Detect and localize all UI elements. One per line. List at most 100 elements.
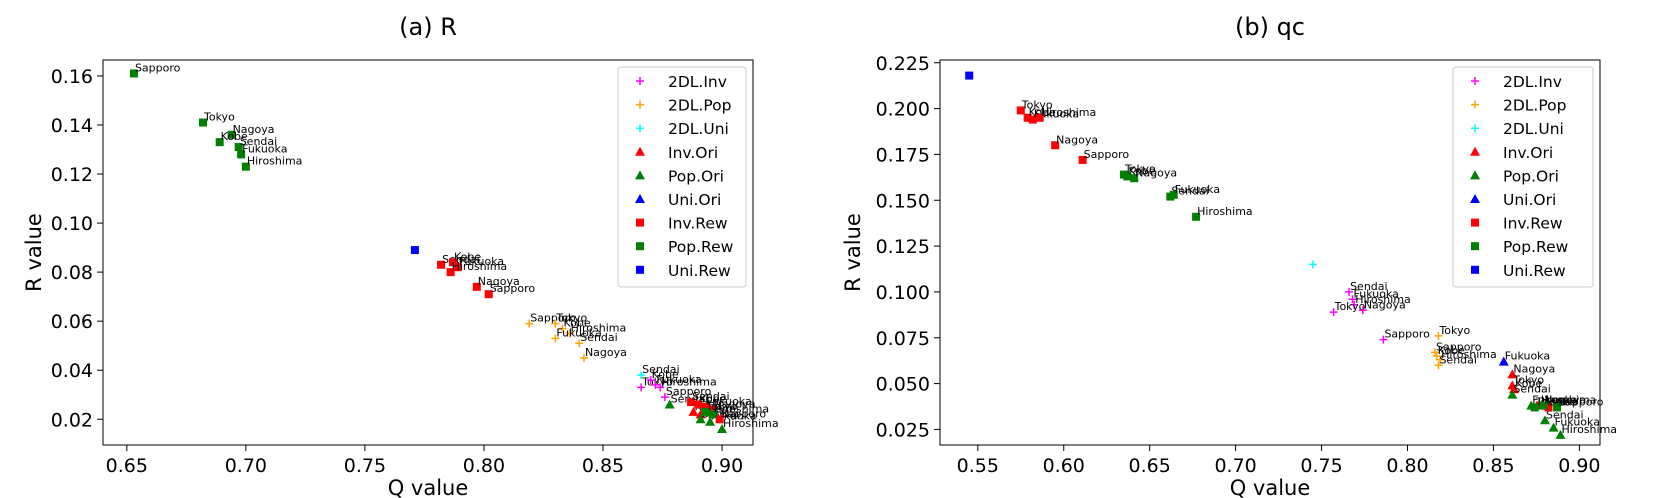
data-point xyxy=(705,416,716,426)
point-label: Hiroshima xyxy=(1197,205,1253,218)
data-point xyxy=(227,130,236,139)
y-axis-label: R value xyxy=(841,213,865,292)
point-label: Nagoya xyxy=(1056,133,1098,146)
data-point xyxy=(1434,361,1443,370)
legend-marker xyxy=(636,265,644,274)
y-tick-label: 0.14 xyxy=(51,115,93,137)
data-point xyxy=(664,399,675,409)
x-tick-label: 0.90 xyxy=(701,455,743,477)
y-tick-label: 0.200 xyxy=(876,99,930,121)
plot-frame xyxy=(102,59,754,446)
point-label: Nagoya xyxy=(1513,362,1555,375)
point-label: Kobe xyxy=(1128,164,1155,177)
legend-entry: Pop.Ori xyxy=(1503,167,1559,185)
point-label: Sendai xyxy=(692,390,730,403)
data-point xyxy=(484,290,493,299)
point-label: Sapporo xyxy=(1436,340,1482,353)
data-point xyxy=(129,69,138,78)
point-label: Tokyo xyxy=(1512,373,1544,386)
point-label: Sapporo xyxy=(721,407,767,420)
data-point xyxy=(551,319,560,328)
point-label: Hiroshima xyxy=(714,402,770,415)
legend-entry: Inv.Rew xyxy=(668,215,728,233)
legend-marker xyxy=(1470,170,1480,180)
point-label: Kobe xyxy=(454,250,481,263)
data-point xyxy=(1434,331,1443,340)
x-tick-label: 0.65 xyxy=(1129,455,1171,477)
data-point xyxy=(1507,369,1518,379)
y-tick-label: 0.02 xyxy=(51,409,93,431)
y-tick-label: 0.16 xyxy=(51,66,93,88)
point-label: Fukuoka xyxy=(1034,108,1079,121)
legend-entry: 2DL.Uni xyxy=(1503,120,1564,138)
data-point xyxy=(1329,308,1338,317)
legend-entry: 2DL.Pop xyxy=(1503,97,1566,115)
legend-entry: Pop.Rew xyxy=(668,238,734,256)
point-label: Kobe xyxy=(652,368,679,381)
point-label: Hiroshima xyxy=(571,321,627,334)
y-tick-label: 0.150 xyxy=(876,190,930,212)
data-point xyxy=(410,246,419,255)
point-label: Kobe xyxy=(564,317,591,330)
data-point xyxy=(1540,415,1550,425)
point-label: Tokyo xyxy=(1021,98,1053,111)
data-point xyxy=(1548,422,1559,432)
legend-marker xyxy=(1471,100,1479,109)
data-point xyxy=(660,393,669,402)
legend-marker xyxy=(636,100,644,109)
data-point xyxy=(1192,212,1201,221)
legend-marker xyxy=(636,124,644,133)
y-tick-label: 0.04 xyxy=(51,360,93,382)
point-label: Tokyo xyxy=(641,375,673,388)
data-point xyxy=(688,406,699,416)
y-tick-label: 0.175 xyxy=(876,144,930,166)
data-point xyxy=(575,339,584,348)
data-point xyxy=(1436,355,1445,364)
legend-marker xyxy=(1471,218,1479,227)
point-label: Hiroshima xyxy=(452,260,508,273)
data-point xyxy=(1350,300,1359,309)
data-point xyxy=(453,263,462,272)
point-label: Sapporo xyxy=(666,385,712,398)
legend-marker xyxy=(1470,146,1480,156)
data-point xyxy=(717,424,728,434)
point-label: Fukuoka xyxy=(1175,183,1220,196)
point-label: Nagoya xyxy=(233,123,275,136)
point-label: Tokyo xyxy=(705,400,737,413)
point-label: Sendai xyxy=(1439,353,1477,366)
data-point xyxy=(1358,306,1367,315)
data-point xyxy=(1498,356,1509,366)
data-point xyxy=(708,405,717,414)
y-tick-label: 0.125 xyxy=(876,236,930,258)
data-point xyxy=(637,371,646,380)
point-label: Nagoya xyxy=(1135,166,1177,179)
legend-marker xyxy=(635,194,645,203)
point-label: Kobe xyxy=(1438,344,1465,357)
legend-marker xyxy=(635,170,645,180)
point-label: Sendai xyxy=(580,331,618,344)
data-point xyxy=(651,380,660,389)
x-axis-label: Q value xyxy=(388,476,469,498)
x-axis-label: Q value xyxy=(1230,476,1311,498)
data-point xyxy=(1553,403,1562,412)
legend-entry: Inv.Rew xyxy=(1503,215,1563,233)
data-point xyxy=(241,162,250,171)
y-tick-label: 0.050 xyxy=(876,374,930,396)
data-point xyxy=(199,118,207,127)
point-label: Fukuoka xyxy=(706,395,751,408)
data-point xyxy=(656,383,665,392)
point-label: Nagoya xyxy=(1544,394,1586,407)
point-label: Tokyo xyxy=(555,312,587,325)
point-label: Tokyo xyxy=(203,111,235,124)
legend-entry: Inv.Ori xyxy=(668,144,718,162)
data-point xyxy=(695,414,706,424)
data-point xyxy=(1016,106,1025,115)
legend-box xyxy=(617,66,747,288)
point-label: Hiroshima xyxy=(1041,106,1097,119)
data-point xyxy=(525,319,534,328)
point-label: Tokyo xyxy=(1334,300,1366,313)
point-label: Hiroshima xyxy=(1561,423,1617,436)
point-label: Kobe xyxy=(699,393,726,406)
point-label: Fukuoka xyxy=(242,142,287,155)
